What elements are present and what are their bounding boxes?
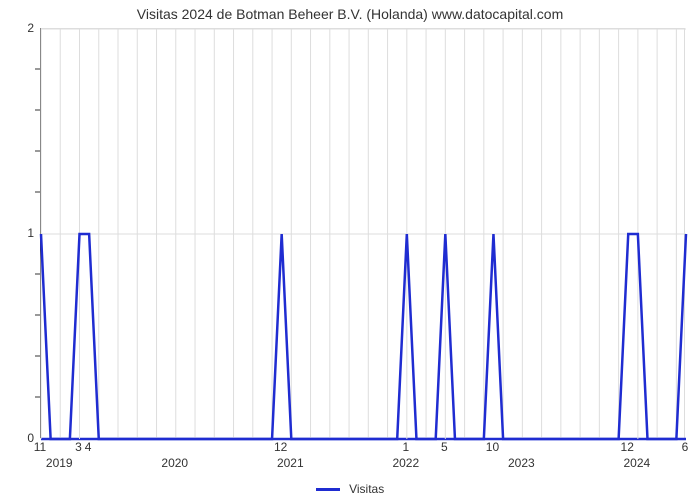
y-minor-tick [35, 315, 40, 316]
x-year-label: 2024 [624, 456, 651, 470]
y-minor-tick [35, 110, 40, 111]
x-month-label: 12 [621, 440, 634, 454]
y-minor-tick [35, 69, 40, 70]
chart-container: Visitas 2024 de Botman Beheer B.V. (Hola… [0, 0, 700, 500]
x-year-label: 2020 [161, 456, 188, 470]
y-minor-tick [35, 356, 40, 357]
x-month-label: 5 [441, 440, 448, 454]
plot-svg [41, 29, 686, 439]
x-month-label: 6 [682, 440, 689, 454]
x-year-label: 2021 [277, 456, 304, 470]
y-minor-tick [35, 397, 40, 398]
x-month-label: 4 [85, 440, 92, 454]
x-month-label: 1 [402, 440, 409, 454]
chart-title: Visitas 2024 de Botman Beheer B.V. (Hola… [0, 6, 700, 22]
plot-area [40, 28, 685, 438]
y-minor-tick [35, 192, 40, 193]
y-tick-label: 0 [4, 431, 34, 445]
legend-label: Visitas [349, 482, 384, 496]
legend: Visitas [0, 482, 700, 496]
x-year-label: 2023 [508, 456, 535, 470]
x-month-label: 10 [486, 440, 499, 454]
x-month-label: 11 [34, 440, 46, 454]
legend-swatch [316, 488, 340, 491]
y-tick-label: 2 [4, 21, 34, 35]
x-year-label: 2019 [46, 456, 73, 470]
y-tick-label: 1 [4, 226, 34, 240]
x-month-label: 3 [75, 440, 82, 454]
y-minor-tick [35, 151, 40, 152]
y-minor-tick [35, 274, 40, 275]
x-month-label: 12 [274, 440, 287, 454]
x-year-label: 2022 [392, 456, 419, 470]
